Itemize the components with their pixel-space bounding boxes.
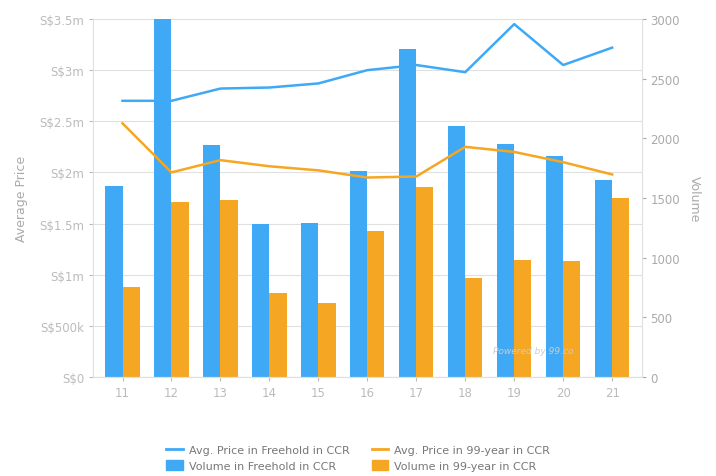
- Bar: [171, 202, 188, 377]
- Bar: [155, 0, 171, 377]
- Text: Powered by 99.co: Powered by 99.co: [493, 347, 574, 356]
- Bar: [448, 127, 465, 377]
- Bar: [221, 201, 238, 377]
- Bar: [319, 303, 336, 377]
- Bar: [252, 225, 269, 377]
- Bar: [465, 278, 483, 377]
- Bar: [497, 145, 514, 377]
- Bar: [105, 187, 122, 377]
- Bar: [563, 262, 580, 377]
- Bar: [367, 232, 384, 377]
- Y-axis label: Average Price: Average Price: [15, 156, 28, 241]
- Bar: [203, 146, 221, 377]
- Bar: [269, 294, 286, 377]
- Bar: [416, 188, 433, 377]
- Bar: [122, 288, 140, 377]
- Bar: [612, 198, 629, 377]
- Bar: [595, 181, 612, 377]
- Bar: [546, 157, 563, 377]
- Bar: [350, 171, 367, 377]
- Bar: [399, 50, 416, 377]
- Y-axis label: Volume: Volume: [688, 176, 701, 222]
- Bar: [514, 260, 531, 377]
- Bar: [301, 224, 319, 377]
- Legend: Avg. Price in Freehold in CCR, Volume in Freehold in CCR, Avg. Price in 99-year : Avg. Price in Freehold in CCR, Volume in…: [162, 440, 554, 475]
